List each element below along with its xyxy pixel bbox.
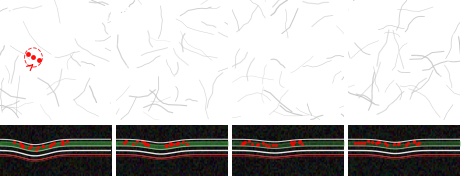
Point bbox=[291, 140, 298, 143]
Point bbox=[262, 144, 270, 147]
Point bbox=[144, 143, 152, 146]
Text: D: D bbox=[353, 5, 363, 18]
Point bbox=[239, 142, 247, 144]
Text: C: C bbox=[237, 5, 246, 18]
Point bbox=[18, 144, 26, 147]
Point bbox=[395, 142, 403, 145]
Point bbox=[265, 145, 273, 147]
Point bbox=[19, 146, 27, 148]
Point bbox=[391, 143, 398, 146]
Point bbox=[375, 141, 383, 144]
Point bbox=[402, 143, 410, 146]
Point bbox=[163, 144, 170, 147]
Point bbox=[46, 144, 54, 147]
Point bbox=[25, 146, 33, 149]
Point bbox=[169, 143, 176, 146]
Point bbox=[290, 143, 297, 146]
Point bbox=[365, 139, 372, 142]
Point bbox=[296, 139, 304, 142]
Point bbox=[272, 143, 280, 146]
Point bbox=[35, 145, 42, 148]
Point bbox=[16, 142, 24, 145]
Point bbox=[287, 141, 295, 144]
Point bbox=[248, 143, 256, 146]
Point bbox=[299, 143, 306, 146]
Point bbox=[357, 141, 365, 144]
Point bbox=[404, 142, 411, 144]
Point bbox=[241, 141, 248, 143]
Point bbox=[140, 141, 148, 144]
Point bbox=[138, 140, 146, 143]
Point bbox=[18, 144, 26, 147]
Point bbox=[39, 144, 46, 147]
Point bbox=[143, 142, 150, 145]
Point bbox=[120, 142, 128, 145]
Point bbox=[381, 142, 388, 145]
Point bbox=[58, 140, 66, 143]
Point bbox=[351, 142, 359, 145]
Point bbox=[173, 143, 180, 145]
Point bbox=[410, 140, 418, 143]
Point bbox=[129, 143, 137, 145]
Point bbox=[374, 141, 382, 144]
Point bbox=[48, 143, 55, 145]
Point bbox=[383, 143, 391, 146]
Point bbox=[373, 141, 380, 144]
Point bbox=[354, 141, 362, 144]
Point bbox=[59, 141, 67, 144]
Text: A: A bbox=[4, 5, 14, 18]
Point bbox=[254, 143, 261, 146]
Point bbox=[167, 143, 174, 146]
Point bbox=[413, 142, 421, 145]
Point bbox=[63, 140, 71, 143]
Point bbox=[50, 142, 58, 144]
Point bbox=[18, 143, 26, 146]
Point bbox=[416, 141, 423, 144]
Point bbox=[184, 142, 191, 145]
Point bbox=[39, 144, 46, 147]
Point bbox=[238, 142, 246, 145]
Point bbox=[245, 139, 252, 142]
Point bbox=[179, 141, 186, 143]
Point bbox=[269, 144, 276, 147]
Point bbox=[254, 143, 262, 146]
Point bbox=[259, 142, 267, 145]
Point bbox=[166, 143, 173, 146]
Point bbox=[296, 140, 303, 143]
Point bbox=[27, 145, 35, 147]
Point bbox=[141, 142, 149, 145]
Point bbox=[10, 140, 18, 143]
Point bbox=[288, 143, 296, 146]
Point bbox=[133, 140, 141, 143]
Point bbox=[174, 141, 182, 144]
Point bbox=[167, 142, 174, 144]
Point bbox=[59, 142, 66, 145]
Point bbox=[122, 140, 129, 143]
Point bbox=[410, 141, 418, 144]
Point bbox=[361, 141, 368, 144]
Point bbox=[163, 144, 170, 147]
Point bbox=[174, 142, 182, 145]
Point bbox=[46, 144, 54, 147]
Point bbox=[32, 148, 39, 151]
Point bbox=[395, 142, 402, 145]
Text: B: B bbox=[120, 5, 130, 18]
Point bbox=[240, 142, 248, 145]
Point bbox=[368, 140, 376, 143]
